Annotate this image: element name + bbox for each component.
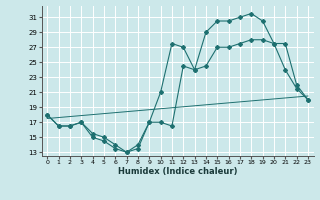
X-axis label: Humidex (Indice chaleur): Humidex (Indice chaleur) (118, 167, 237, 176)
